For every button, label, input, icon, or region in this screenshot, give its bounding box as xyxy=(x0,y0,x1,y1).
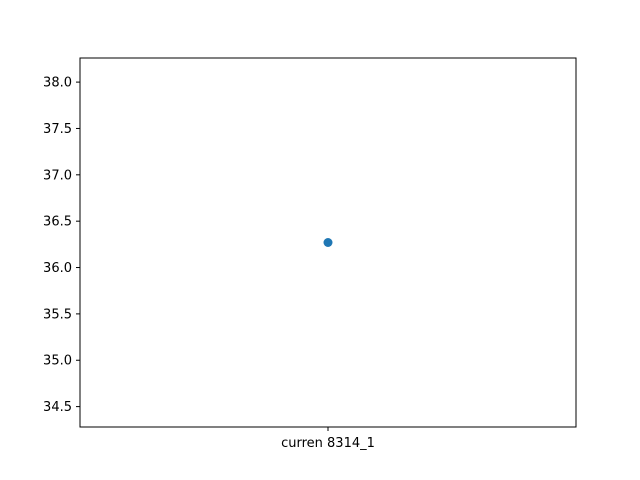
data-point xyxy=(323,238,333,247)
x-tick-label: curren 8314_1 xyxy=(281,436,375,451)
y-tick-label: 35.5 xyxy=(43,307,72,322)
y-tick-label: 38.0 xyxy=(43,76,72,91)
y-tick-label: 36.5 xyxy=(43,215,72,230)
y-tick-label: 37.0 xyxy=(43,168,72,183)
y-tick-label: 35.0 xyxy=(43,354,72,369)
y-tick-label: 37.5 xyxy=(43,122,72,137)
y-tick-label: 36.0 xyxy=(43,261,72,276)
data-points xyxy=(323,238,333,247)
y-tick-label: 34.5 xyxy=(43,400,72,415)
x-axis: curren 8314_1 xyxy=(281,427,375,451)
y-axis: 34.5 35.0 35.5 36.0 36.5 37.0 37.5 38.0 xyxy=(43,76,80,415)
plot-frame xyxy=(79,57,577,428)
